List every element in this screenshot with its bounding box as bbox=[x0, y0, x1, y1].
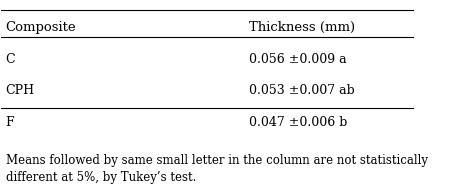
Text: 0.056 ±0.009 a: 0.056 ±0.009 a bbox=[249, 53, 347, 66]
Text: Composite: Composite bbox=[6, 21, 76, 34]
Text: F: F bbox=[6, 116, 14, 129]
Text: 0.047 ±0.006 b: 0.047 ±0.006 b bbox=[249, 116, 347, 129]
Text: different at 5%, by Tukey’s test.: different at 5%, by Tukey’s test. bbox=[6, 171, 196, 184]
Text: Means followed by same small letter in the column are not statistically: Means followed by same small letter in t… bbox=[6, 154, 428, 167]
Text: C: C bbox=[6, 53, 15, 66]
Text: CPH: CPH bbox=[6, 84, 35, 97]
Text: 0.053 ±0.007 ab: 0.053 ±0.007 ab bbox=[249, 84, 355, 97]
Text: Thickness (mm): Thickness (mm) bbox=[249, 21, 355, 34]
